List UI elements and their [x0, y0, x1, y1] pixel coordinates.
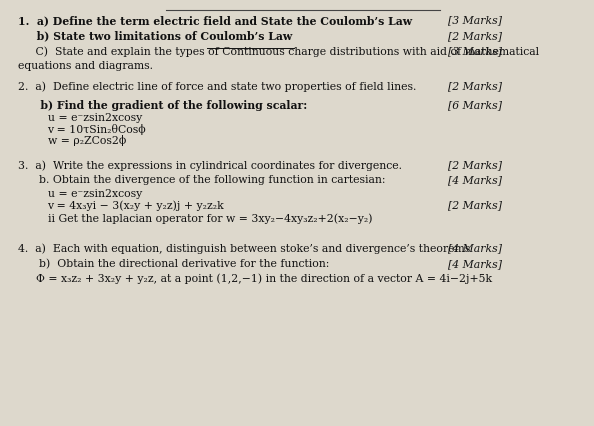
Text: [6 Marks]: [6 Marks] — [448, 100, 503, 110]
Text: b)  Obtain the directional derivative for the function:: b) Obtain the directional derivative for… — [18, 259, 329, 269]
Text: C)  State and explain the types of Continuous charge distributions with aid of m: C) State and explain the types of Contin… — [18, 46, 539, 57]
Text: 2.  a)  Define electric line of force and state two properties of field lines.: 2. a) Define electric line of force and … — [18, 81, 416, 92]
Text: ii Get the laplacian operator for w = 3xy₂−4xy₃z₂+2(x₂−y₂): ii Get the laplacian operator for w = 3x… — [48, 213, 372, 224]
Text: equations and diagrams.: equations and diagrams. — [18, 60, 153, 70]
Text: [3 Marks]: [3 Marks] — [448, 15, 503, 25]
Text: v = 10τSin₂θCosϕ: v = 10τSin₂θCosϕ — [48, 124, 146, 135]
Text: [3 Marks]: [3 Marks] — [448, 46, 503, 56]
Text: b) State two limitations of Coulomb’s Law: b) State two limitations of Coulomb’s La… — [18, 31, 292, 42]
Text: 4.  a)  Each with equation, distinguish between stoke’s and divergence’s theorem: 4. a) Each with equation, distinguish be… — [18, 243, 470, 253]
Text: 1.  a) Define the term electric field and State the Coulomb’s Law: 1. a) Define the term electric field and… — [18, 15, 412, 26]
Text: Φ = x₃z₂ + 3x₂y + y₂z, at a point (1,2,−1) in the direction of a vector A = 4i−2: Φ = x₃z₂ + 3x₂y + y₂z, at a point (1,2,−… — [36, 273, 492, 283]
Text: [4 Marks]: [4 Marks] — [448, 243, 503, 253]
Text: [2 Marks]: [2 Marks] — [448, 81, 503, 91]
Text: u = e⁻zsin2xcosy: u = e⁻zsin2xcosy — [48, 113, 142, 123]
Text: b. Obtain the divergence of the following function in cartesian:: b. Obtain the divergence of the followin… — [18, 175, 386, 184]
Text: [2 Marks]: [2 Marks] — [448, 160, 503, 170]
Text: v = 4x₃yi − 3(x₂y + y₂z)j + y₂z₂k: v = 4x₃yi − 3(x₂y + y₂z)j + y₂z₂k — [48, 200, 225, 211]
Text: [2 Marks]: [2 Marks] — [448, 31, 503, 40]
Text: b) Find the gradient of the following scalar:: b) Find the gradient of the following sc… — [18, 100, 307, 111]
Text: w = ρ₂ZCos2ϕ: w = ρ₂ZCos2ϕ — [48, 134, 126, 145]
Text: 3.  a)  Write the expressions in cylindrical coordinates for divergence.: 3. a) Write the expressions in cylindric… — [18, 160, 402, 170]
Text: [4 Marks]: [4 Marks] — [448, 259, 503, 268]
Text: u = e⁻zsin2xcosy: u = e⁻zsin2xcosy — [48, 188, 142, 198]
Text: [4 Marks]: [4 Marks] — [448, 175, 503, 184]
Text: [2 Marks]: [2 Marks] — [448, 200, 503, 210]
